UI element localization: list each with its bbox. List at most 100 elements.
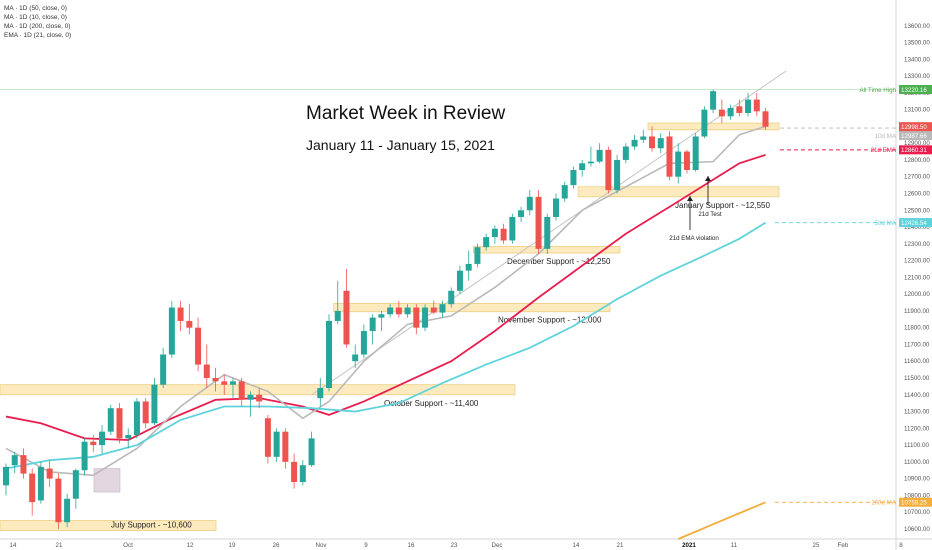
candle-body xyxy=(11,455,18,466)
ma-line xyxy=(677,501,766,540)
time-tick-label: 8 xyxy=(899,542,903,549)
time-tick-label: 14 xyxy=(10,542,17,549)
price-tick-label: 12300.00 xyxy=(904,241,930,248)
candle-body xyxy=(622,146,629,160)
support-zone xyxy=(577,186,780,198)
price-tick-label: 12600.00 xyxy=(904,190,930,197)
candle-body xyxy=(483,237,490,248)
candle-body xyxy=(657,138,664,149)
candle-body xyxy=(282,431,289,462)
ema-test-arrow-head xyxy=(705,176,711,181)
candle-body xyxy=(46,468,53,479)
candle-body xyxy=(579,163,586,171)
candle-body xyxy=(727,107,734,117)
price-label-tag xyxy=(899,497,932,507)
candle-body xyxy=(518,210,525,217)
indicator-legend: MA · 1D (50, close, 0) MA · 1D (10, clos… xyxy=(4,4,71,40)
candle-body xyxy=(90,441,97,446)
price-label-text: 12998.50 xyxy=(901,124,927,131)
candle-body xyxy=(430,307,437,313)
legend-ma200: MA · 1D (200, close, 0) xyxy=(4,23,71,30)
price-tick-label: 11400.00 xyxy=(904,392,930,399)
price-tick-label: 12200.00 xyxy=(904,258,930,265)
candle-body xyxy=(360,331,367,355)
time-tick-label: 25 xyxy=(813,542,820,549)
support-zone xyxy=(0,520,217,532)
candle-body xyxy=(326,320,333,389)
support-zone xyxy=(647,122,780,131)
candle-body xyxy=(631,139,638,147)
price-label-tag xyxy=(899,84,932,94)
candle-body xyxy=(238,381,245,400)
price-tick-label: 12700.00 xyxy=(904,174,930,181)
candle-body xyxy=(99,431,106,446)
candle-body xyxy=(491,228,498,238)
ema-violation-arrow-head xyxy=(687,196,693,201)
candle-body xyxy=(526,196,533,211)
ma-line xyxy=(5,154,766,441)
candle-body xyxy=(20,455,27,474)
candle-body xyxy=(675,151,682,177)
time-tick-label: 21 xyxy=(617,542,624,549)
legend-ema21: EMA · 1D (21, close, 0) xyxy=(4,32,72,39)
candle-body xyxy=(596,149,603,162)
candle-body xyxy=(413,307,420,328)
candle-body xyxy=(745,99,752,113)
chart-title: Market Week in Review xyxy=(306,103,506,124)
price-label-tag xyxy=(899,218,932,228)
candle-body xyxy=(683,151,690,171)
candle-body xyxy=(55,478,62,523)
candle-body xyxy=(256,394,263,402)
price-label-name: All Time High xyxy=(860,87,897,94)
candle-body xyxy=(614,159,621,191)
ma-line xyxy=(5,221,766,470)
annotation-ema-violation: 21d EMA violation xyxy=(669,235,719,242)
price-label-name: 50d MA xyxy=(875,220,897,227)
price-tick-label: 12100.00 xyxy=(904,274,930,281)
candle-body xyxy=(535,196,542,249)
legend-ma50: MA · 1D (50, close, 0) xyxy=(4,5,67,12)
candle-body xyxy=(544,216,551,249)
price-tick-label: 12400.00 xyxy=(904,224,930,231)
candle-body xyxy=(404,307,411,315)
time-tick-label: 16 xyxy=(408,542,415,549)
price-tick-label: 13400.00 xyxy=(904,56,930,63)
candle-body xyxy=(352,354,359,362)
candle-body xyxy=(64,498,71,523)
time-tick-label: 12 xyxy=(187,542,194,549)
support-zone-label: November Support - ~12,000 xyxy=(498,316,602,325)
time-tick-label: 19 xyxy=(229,542,236,549)
legend-ma10: MA · 1D (10, close, 0) xyxy=(4,14,67,21)
candle-body xyxy=(168,307,175,355)
time-tick-label: 9 xyxy=(364,542,368,549)
candle-body xyxy=(142,401,149,424)
price-tick-label: 12500.00 xyxy=(904,207,930,214)
candle-body xyxy=(736,106,743,113)
candle-body xyxy=(195,327,202,365)
price-label-tag xyxy=(899,130,932,140)
price-tick-label: 11500.00 xyxy=(904,375,930,382)
price-tick-label: 11100.00 xyxy=(904,442,929,449)
price-tick-label: 10800.00 xyxy=(904,492,930,499)
chart-subtitle: January 11 - January 15, 2021 xyxy=(306,137,495,153)
price-tick-label: 12800.00 xyxy=(904,157,930,164)
price-tick-label: 10700.00 xyxy=(904,509,930,516)
price-label-name: 10d MA xyxy=(875,133,897,140)
candle-body xyxy=(762,111,769,127)
price-label-tag xyxy=(899,145,932,155)
price-label-name: 21d EMA xyxy=(871,147,897,154)
candle-body xyxy=(317,388,324,399)
candle-body xyxy=(116,408,123,439)
support-zone xyxy=(0,384,516,396)
candle-body xyxy=(640,136,647,140)
price-label-text: 12426.54 xyxy=(901,220,927,227)
candle-body xyxy=(107,408,114,432)
price-tick-label: 13600.00 xyxy=(904,23,930,30)
price-tick-label: 11700.00 xyxy=(904,341,930,348)
price-label-text: 13220.16 xyxy=(901,87,927,94)
candle-body xyxy=(72,470,79,499)
candle-body xyxy=(81,441,88,471)
candle-body xyxy=(649,136,656,149)
candle-body xyxy=(29,473,36,503)
